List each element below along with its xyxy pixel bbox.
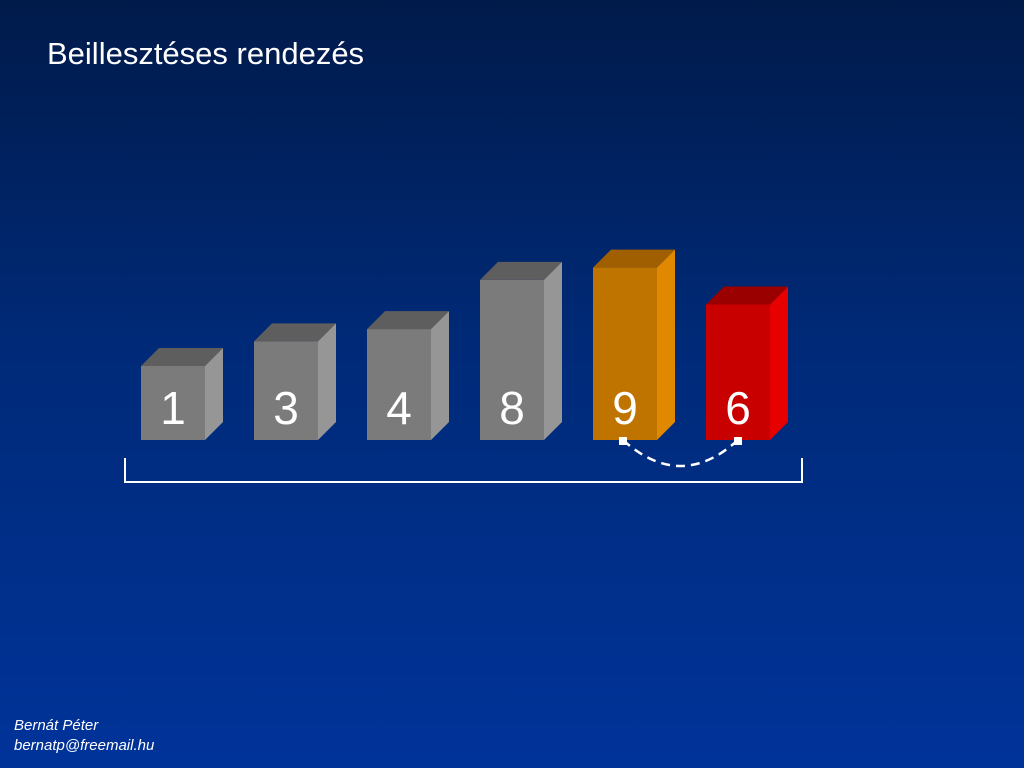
bar-top-face: [367, 311, 449, 330]
bar-value-label: 4: [386, 382, 412, 434]
bar-top-face: [480, 261, 562, 280]
bar-top-face: [141, 348, 223, 366]
bar-1: 1: [141, 348, 223, 440]
footer: Bernát Péter bernatp@freemail.hu: [14, 716, 154, 756]
bar-front-face: [480, 279, 544, 440]
bars-layer: 1 3 4 8 9 6: [141, 249, 788, 440]
bar-front-face: [254, 341, 318, 440]
bar-3: 3: [254, 323, 336, 440]
bar-value-label: 6: [725, 382, 751, 434]
bar-6: 6: [706, 286, 788, 440]
bar-top-face: [706, 286, 788, 305]
slide-title: Beillesztéses rendezés: [47, 36, 365, 71]
bar-value-label: 1: [160, 382, 186, 434]
bar-side-face: [657, 249, 675, 440]
bar-top-face: [593, 249, 675, 268]
bar-front-face: [706, 304, 770, 440]
footer-email: bernatp@freemail.hu: [14, 737, 155, 754]
bar-value-label: 3: [273, 382, 299, 434]
bar-9: 9: [593, 249, 675, 440]
bar-8: 8: [480, 261, 562, 440]
bar-top-face: [254, 323, 336, 342]
bar-value-label: 9: [612, 382, 638, 434]
bar-side-face: [770, 286, 788, 440]
bar-front-face: [141, 366, 205, 440]
footer-author: Bernát Péter: [14, 717, 99, 734]
swap-arc-end-marker: [734, 437, 742, 445]
bar-side-face: [205, 348, 223, 440]
bar-value-label: 8: [499, 382, 525, 434]
swap-arc-end-marker: [619, 437, 627, 445]
bar-side-face: [544, 261, 562, 440]
bar-side-face: [431, 311, 449, 440]
bar-4: 4: [367, 311, 449, 440]
swap-arc-path: [622, 439, 739, 468]
sorted-range-bracket: [124, 458, 803, 483]
bar-front-face: [367, 329, 431, 440]
bar-side-face: [318, 323, 336, 440]
bar-front-face: [593, 267, 657, 440]
swap-arc: [619, 437, 742, 468]
